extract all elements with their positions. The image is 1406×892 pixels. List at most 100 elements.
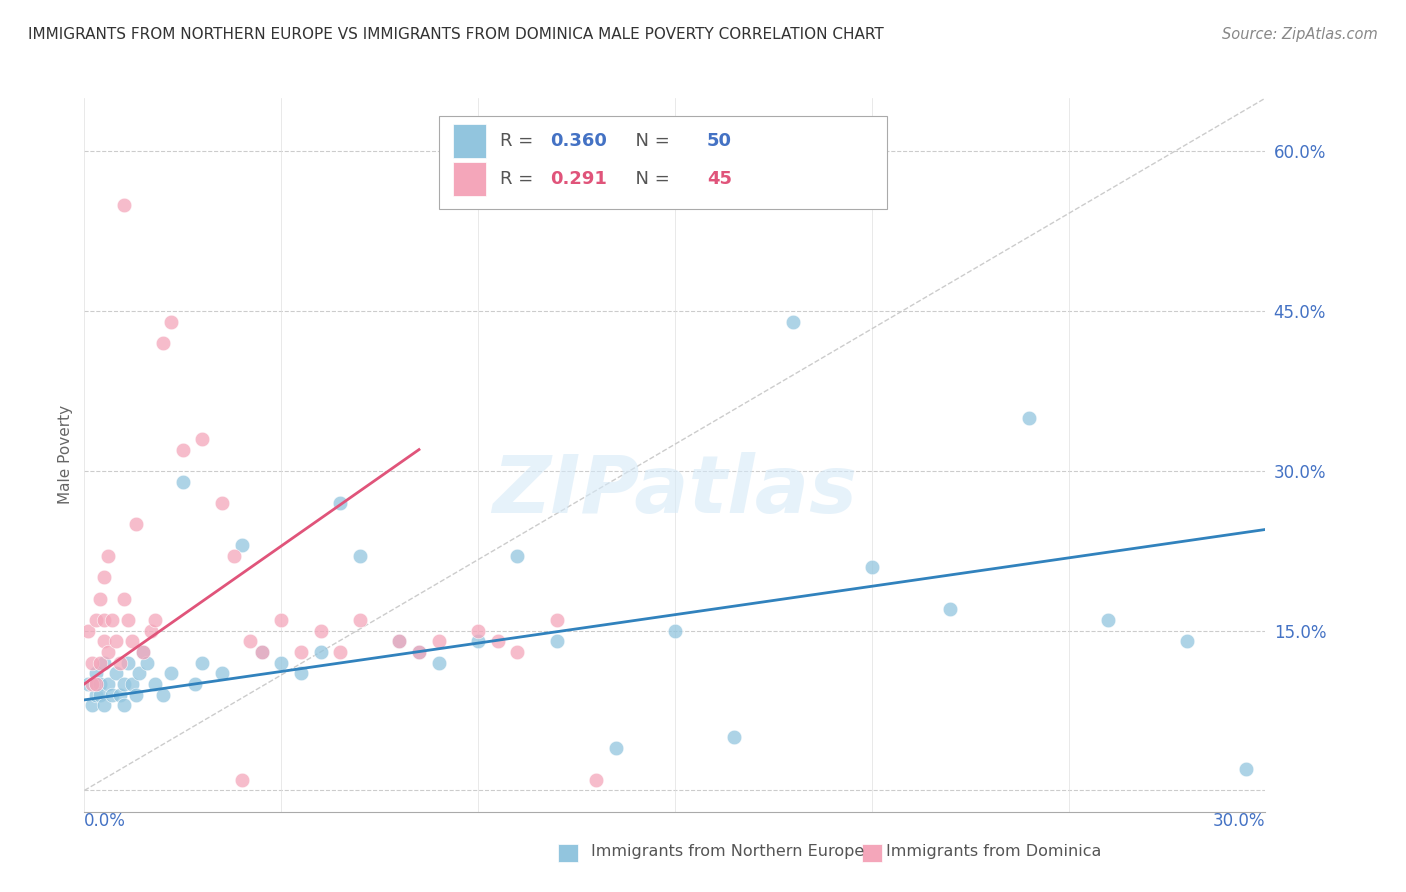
Point [782, 315, 804, 329]
Point [93, 613, 115, 627]
Text: N =: N = [624, 169, 676, 187]
FancyBboxPatch shape [558, 844, 578, 862]
Text: R =: R = [501, 169, 538, 187]
Text: 0.291: 0.291 [550, 169, 606, 187]
Point [388, 634, 411, 648]
Point [1018, 410, 1040, 425]
Point [82, 698, 104, 713]
Point [117, 656, 139, 670]
Point [1097, 613, 1119, 627]
Point [860, 559, 883, 574]
Point [408, 645, 430, 659]
Point [97, 549, 120, 563]
Point [191, 656, 214, 670]
Point [128, 666, 150, 681]
Point [84, 666, 107, 681]
Point [97, 645, 120, 659]
Point [101, 688, 124, 702]
Point [89, 656, 111, 670]
Point [183, 677, 205, 691]
Point [664, 624, 686, 638]
Point [104, 666, 127, 681]
Point [231, 538, 253, 552]
Point [388, 634, 411, 648]
Point [82, 677, 104, 691]
Point [605, 740, 627, 755]
Point [101, 613, 124, 627]
Point [89, 677, 111, 691]
Point [486, 634, 509, 648]
Point [467, 634, 489, 648]
FancyBboxPatch shape [453, 161, 486, 196]
Point [408, 645, 430, 659]
Point [84, 613, 107, 627]
Point [427, 634, 450, 648]
Point [329, 496, 352, 510]
Point [211, 666, 233, 681]
Point [723, 730, 745, 744]
Point [172, 442, 194, 457]
Point [132, 645, 155, 659]
Point [290, 645, 312, 659]
Text: Source: ZipAtlas.com: Source: ZipAtlas.com [1222, 27, 1378, 42]
Point [93, 634, 115, 648]
Point [97, 677, 120, 691]
Point [1234, 762, 1257, 776]
Text: ZIPatlas: ZIPatlas [492, 451, 858, 530]
Point [152, 336, 174, 351]
Point [77, 624, 100, 638]
Point [112, 591, 135, 606]
Point [108, 688, 131, 702]
Point [191, 432, 214, 446]
Text: N =: N = [624, 132, 676, 150]
Point [349, 549, 371, 563]
Point [329, 645, 352, 659]
Point [136, 656, 159, 670]
Point [506, 645, 529, 659]
Point [112, 698, 135, 713]
Point [143, 677, 166, 691]
Point [84, 688, 107, 702]
Point [84, 677, 107, 691]
Point [222, 549, 245, 563]
Point [939, 602, 962, 616]
Point [585, 772, 607, 787]
Point [152, 688, 174, 702]
Point [82, 656, 104, 670]
Point [121, 634, 143, 648]
Point [309, 624, 332, 638]
Point [270, 613, 292, 627]
Point [93, 656, 115, 670]
FancyBboxPatch shape [862, 844, 882, 862]
Point [124, 517, 146, 532]
Point [309, 645, 332, 659]
Point [124, 688, 146, 702]
Text: IMMIGRANTS FROM NORTHERN EUROPE VS IMMIGRANTS FROM DOMINICA MALE POVERTY CORRELA: IMMIGRANTS FROM NORTHERN EUROPE VS IMMIG… [28, 27, 884, 42]
Point [250, 645, 273, 659]
Text: 30.0%: 30.0% [1213, 812, 1265, 830]
Y-axis label: Male Poverty: Male Poverty [58, 405, 73, 505]
Point [172, 475, 194, 489]
Point [427, 656, 450, 670]
Point [239, 634, 262, 648]
Text: 0.360: 0.360 [550, 132, 606, 150]
Point [143, 613, 166, 627]
Point [104, 634, 127, 648]
Point [250, 645, 273, 659]
Point [141, 624, 163, 638]
Point [1175, 634, 1198, 648]
Text: 45: 45 [707, 169, 731, 187]
Text: 0.0%: 0.0% [84, 812, 127, 830]
Text: Immigrants from Dominica: Immigrants from Dominica [886, 845, 1101, 859]
Point [349, 613, 371, 627]
Text: R =: R = [501, 132, 538, 150]
Point [546, 613, 568, 627]
Text: Immigrants from Northern Europe: Immigrants from Northern Europe [591, 845, 863, 859]
FancyBboxPatch shape [453, 124, 486, 158]
Point [270, 656, 292, 670]
Point [160, 666, 183, 681]
Point [290, 666, 312, 681]
Point [132, 645, 155, 659]
Point [112, 197, 135, 211]
Point [160, 315, 183, 329]
